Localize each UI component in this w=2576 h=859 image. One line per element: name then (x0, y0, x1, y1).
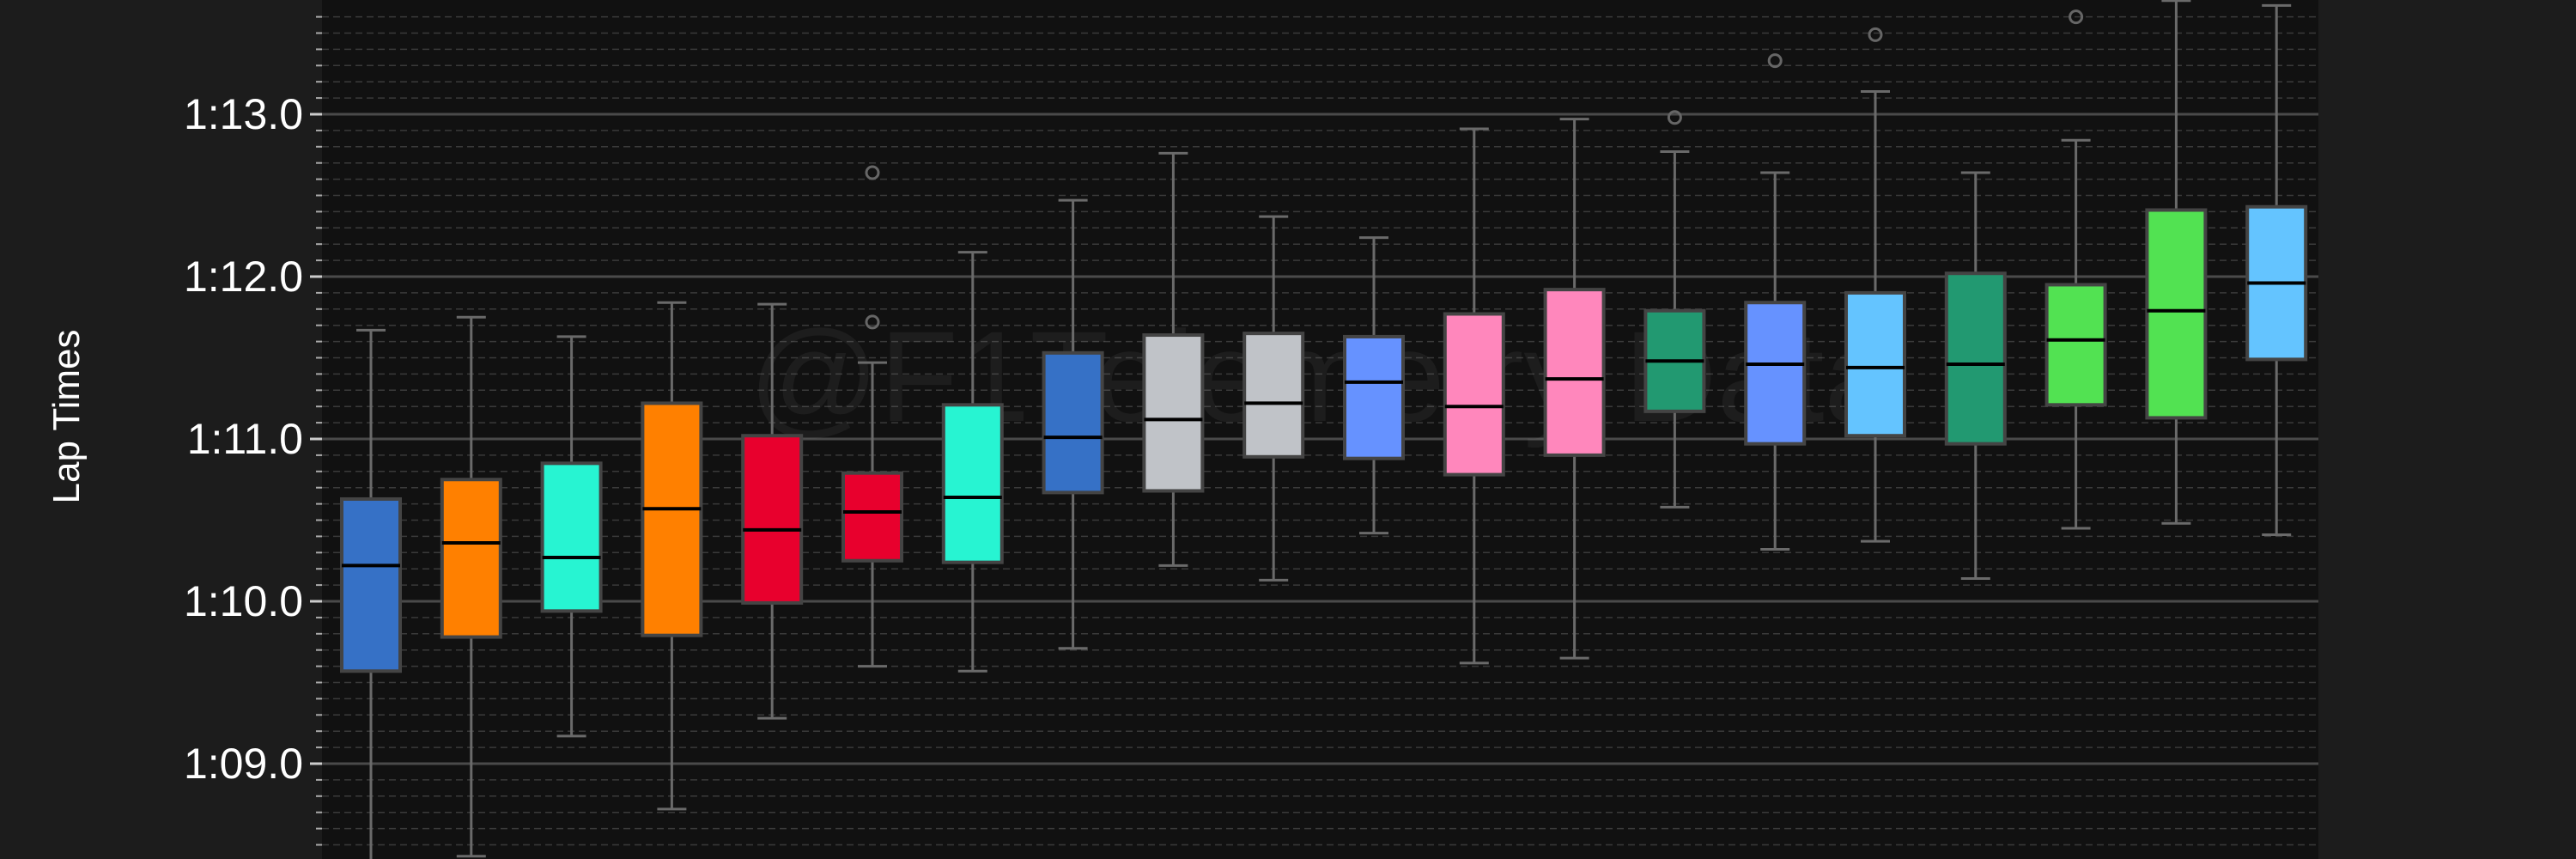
y-tick-label: 1:11.0 (187, 415, 303, 463)
box (440, 478, 502, 639)
outlier-point (865, 165, 880, 180)
box (841, 471, 903, 563)
outlier-point (2069, 9, 2084, 25)
box-group (1242, 215, 1305, 582)
box (2044, 283, 2107, 407)
box-group (1543, 118, 1606, 660)
box (1744, 301, 1807, 446)
box-group (2044, 9, 2107, 530)
box (1944, 271, 2007, 446)
box-group (540, 335, 603, 738)
watermark: @F1Telemetry Data (749, 304, 1897, 448)
box-group (1142, 151, 1205, 567)
outlier-point (865, 314, 880, 330)
box-group (1343, 236, 1405, 535)
outlier-point (1667, 110, 1682, 125)
box (540, 461, 603, 613)
box-group (1944, 171, 2007, 581)
y-tick-label: 1:09.0 (184, 740, 303, 788)
box-group (841, 165, 903, 668)
box-group (941, 251, 1004, 673)
boxes (340, 0, 2308, 859)
y-tick-label: 1:13.0 (184, 90, 303, 138)
box-group (2145, 0, 2208, 525)
box-group (2245, 3, 2308, 537)
y-axis-label: Lap Times (46, 330, 88, 504)
box (1443, 312, 1505, 477)
y-tick-label: 1:10.0 (184, 577, 303, 625)
box-group (1042, 198, 1104, 650)
box-group (1744, 53, 1807, 551)
outlier-point (1868, 27, 1883, 42)
box (2145, 208, 2208, 420)
box (1543, 288, 1606, 457)
box-group (340, 328, 402, 859)
box (1844, 290, 1906, 438)
outlier-point (1767, 53, 1783, 69)
box-group (1643, 110, 1706, 509)
box (1042, 350, 1104, 495)
box (941, 403, 1004, 564)
box (741, 434, 804, 605)
box-group (741, 302, 804, 720)
box (641, 401, 703, 637)
box (1242, 332, 1305, 459)
box (1142, 333, 1205, 493)
y-tick-label: 1:12.0 (184, 253, 303, 301)
box-group (440, 315, 502, 858)
box-group (1443, 127, 1505, 665)
box (340, 497, 402, 673)
y-axis: 1:09.0 1:10.0 1:11.0 1:12.0 1:13.0 (184, 15, 322, 846)
box-group (641, 301, 703, 811)
box (1343, 334, 1405, 460)
box-group (1844, 27, 1906, 543)
